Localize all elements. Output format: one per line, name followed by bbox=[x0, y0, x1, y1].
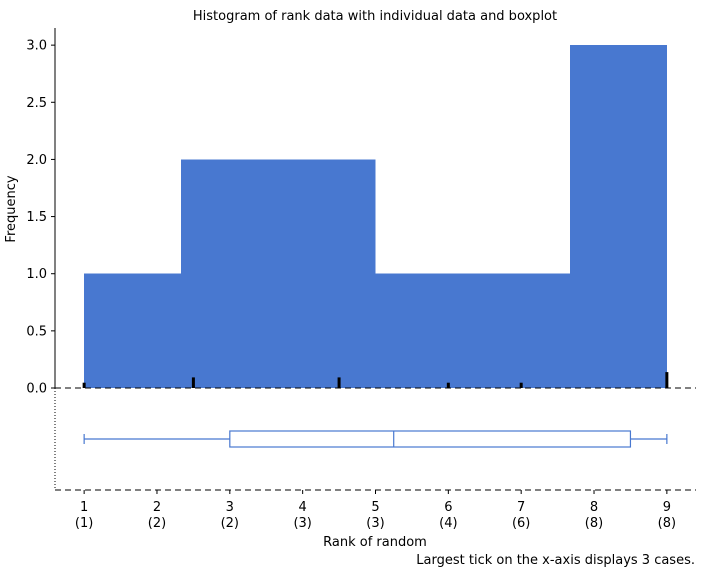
histogram-bar-1 bbox=[84, 273, 182, 388]
y-tick-label: 0.0 bbox=[26, 382, 47, 397]
x-tick-sublabel: (8) bbox=[658, 516, 676, 531]
x-tick-label: 6 bbox=[444, 500, 452, 515]
histogram-bar-3 bbox=[278, 159, 376, 388]
x-tick-sublabel: (3) bbox=[293, 516, 311, 531]
y-tick-label: 1.0 bbox=[26, 267, 47, 282]
y-tick-label: 0.5 bbox=[26, 324, 47, 339]
x-tick-sublabel: (3) bbox=[366, 516, 384, 531]
x-tick-sublabel: (2) bbox=[221, 516, 239, 531]
x-tick-sublabel: (2) bbox=[148, 516, 166, 531]
x-tick-label: 4 bbox=[299, 500, 307, 515]
histogram-bar-4 bbox=[375, 273, 473, 388]
x-tick-sublabel: (6) bbox=[512, 516, 530, 531]
x-tick-label: 8 bbox=[590, 500, 598, 515]
x-tick-label: 1 bbox=[80, 500, 88, 515]
tick-note: Largest tick on the x-axis displays 3 ca… bbox=[416, 553, 695, 568]
y-tick-label: 3.0 bbox=[26, 39, 47, 54]
y-axis-label: Frequency bbox=[4, 175, 19, 242]
histogram-bar-6 bbox=[569, 45, 667, 389]
boxplot-box bbox=[229, 430, 632, 448]
x-tick-sublabel: (8) bbox=[585, 516, 603, 531]
x-tick-label: 5 bbox=[371, 500, 379, 515]
x-tick-label: 3 bbox=[226, 500, 234, 515]
histogram-bar-2 bbox=[181, 159, 279, 388]
chart-title: Histogram of rank data with individual d… bbox=[193, 9, 557, 24]
y-tick-label: 2.0 bbox=[26, 153, 47, 168]
y-tick-label: 1.5 bbox=[26, 210, 47, 225]
x-tick-label: 9 bbox=[663, 500, 671, 515]
x-tick-label: 2 bbox=[153, 500, 161, 515]
x-tick-sublabel: (4) bbox=[439, 516, 457, 531]
y-tick-label: 2.5 bbox=[26, 96, 47, 111]
histogram-bar-5 bbox=[472, 273, 570, 388]
x-tick-sublabel: (1) bbox=[75, 516, 93, 531]
x-axis-label: Rank of random bbox=[323, 535, 427, 550]
x-tick-label: 7 bbox=[517, 500, 525, 515]
